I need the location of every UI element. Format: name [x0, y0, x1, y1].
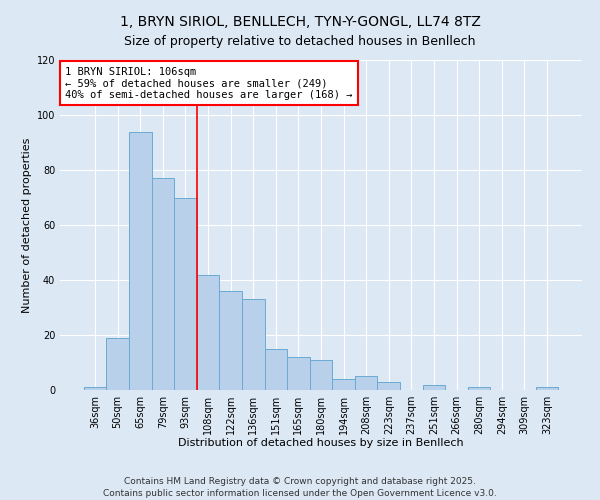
- Bar: [468, 387, 490, 390]
- Text: Contains HM Land Registry data © Crown copyright and database right 2025.
Contai: Contains HM Land Registry data © Crown c…: [103, 476, 497, 498]
- Bar: [287, 357, 310, 390]
- Y-axis label: Number of detached properties: Number of detached properties: [22, 138, 32, 312]
- Bar: [310, 360, 332, 390]
- Bar: [422, 384, 445, 390]
- Bar: [377, 382, 400, 390]
- Bar: [129, 132, 152, 390]
- Bar: [197, 274, 220, 390]
- X-axis label: Distribution of detached houses by size in Benllech: Distribution of detached houses by size …: [178, 438, 464, 448]
- Bar: [242, 299, 265, 390]
- Bar: [106, 338, 129, 390]
- Text: 1 BRYN SIRIOL: 106sqm
← 59% of detached houses are smaller (249)
40% of semi-det: 1 BRYN SIRIOL: 106sqm ← 59% of detached …: [65, 66, 353, 100]
- Bar: [220, 291, 242, 390]
- Bar: [536, 387, 558, 390]
- Bar: [265, 349, 287, 390]
- Bar: [332, 379, 355, 390]
- Bar: [174, 198, 197, 390]
- Text: 1, BRYN SIRIOL, BENLLECH, TYN-Y-GONGL, LL74 8TZ: 1, BRYN SIRIOL, BENLLECH, TYN-Y-GONGL, L…: [119, 15, 481, 29]
- Bar: [84, 387, 106, 390]
- Text: Size of property relative to detached houses in Benllech: Size of property relative to detached ho…: [124, 35, 476, 48]
- Bar: [152, 178, 174, 390]
- Bar: [355, 376, 377, 390]
